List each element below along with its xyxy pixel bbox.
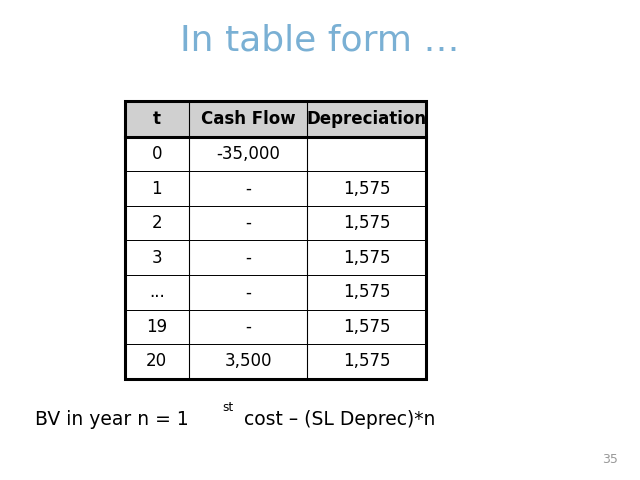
Text: 3,500: 3,500: [224, 352, 272, 371]
Text: ...: ...: [149, 283, 164, 301]
Text: 1,575: 1,575: [342, 180, 390, 198]
Text: -: -: [245, 249, 251, 267]
Text: 35: 35: [602, 453, 618, 467]
Text: cost – (SL Deprec)*n: cost – (SL Deprec)*n: [238, 410, 435, 429]
Text: 1,575: 1,575: [342, 318, 390, 336]
Text: 19: 19: [146, 318, 168, 336]
Text: -: -: [245, 214, 251, 232]
Text: 20: 20: [146, 352, 168, 371]
Text: 1,575: 1,575: [342, 352, 390, 371]
Text: 1,575: 1,575: [342, 283, 390, 301]
Bar: [125, 310, 426, 344]
Text: -: -: [245, 180, 251, 198]
Bar: [125, 137, 426, 171]
Bar: [125, 171, 426, 206]
Bar: [125, 206, 426, 240]
Bar: [125, 240, 426, 275]
Text: Depreciation: Depreciation: [307, 110, 426, 128]
Text: -35,000: -35,000: [216, 145, 280, 163]
Text: st: st: [222, 401, 233, 414]
Text: 1,575: 1,575: [342, 214, 390, 232]
Bar: [125, 101, 426, 137]
Text: -: -: [245, 283, 251, 301]
Text: BV in year n = 1: BV in year n = 1: [35, 410, 189, 429]
Text: 2: 2: [152, 214, 162, 232]
Bar: [125, 344, 426, 379]
Text: Cash Flow: Cash Flow: [201, 110, 295, 128]
Bar: [125, 275, 426, 310]
Text: 1: 1: [152, 180, 162, 198]
Text: t: t: [153, 110, 161, 128]
Text: 3: 3: [152, 249, 162, 267]
Text: 0: 0: [152, 145, 162, 163]
Bar: [125, 101, 426, 379]
Text: In table form …: In table form …: [180, 24, 460, 58]
Text: -: -: [245, 318, 251, 336]
Text: 1,575: 1,575: [342, 249, 390, 267]
